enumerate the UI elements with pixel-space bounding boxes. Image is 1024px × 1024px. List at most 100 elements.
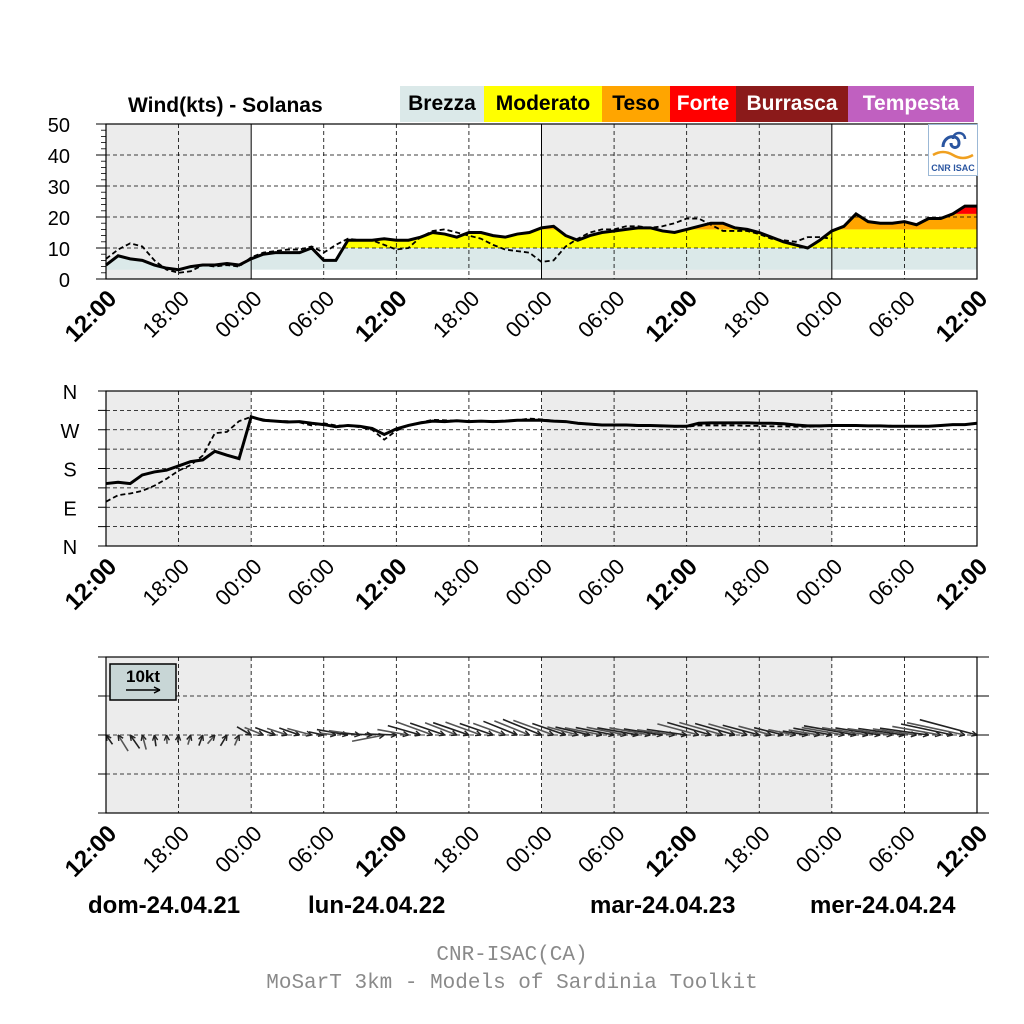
wind-vector-65 bbox=[847, 727, 893, 736]
wind-vector-head-17 bbox=[305, 730, 313, 737]
vec-xtick-label-0: 12:00 bbox=[60, 820, 123, 883]
speed-xtick-label-0: 12:00 bbox=[60, 285, 123, 348]
speed-xtick-label-8: 12:00 bbox=[640, 285, 703, 348]
wind-vector-23 bbox=[351, 734, 385, 743]
wind-vector-58 bbox=[782, 730, 808, 736]
wind-vector-14 bbox=[254, 726, 276, 736]
dir-xtick-label-10: 00:00 bbox=[791, 554, 848, 611]
wind-vector-72 bbox=[919, 718, 978, 736]
vec-xtick-label-2: 00:00 bbox=[210, 821, 267, 878]
wind-vector-head-1 bbox=[117, 734, 124, 742]
speed-xtick-label-5: 18:00 bbox=[428, 286, 485, 343]
wind-vector-head-72 bbox=[970, 730, 978, 737]
vec-xtick-label-5: 18:00 bbox=[428, 821, 485, 878]
wind-vector-18 bbox=[308, 731, 324, 736]
wind-vector-61 bbox=[801, 726, 845, 736]
day-label-2: lun-24.04.22 bbox=[308, 892, 446, 919]
wind-vector-56 bbox=[753, 726, 784, 736]
wind-vector-12 bbox=[236, 726, 252, 736]
chart-title: Wind(kts) - Solanas bbox=[128, 94, 323, 117]
vec-xtick-label-12: 12:00 bbox=[931, 820, 994, 883]
vector-key-arrowhead-icon bbox=[153, 686, 161, 694]
wind-vector-31 bbox=[445, 721, 482, 736]
dir-series-dashed bbox=[105, 415, 832, 503]
dir-xtick-label-12: 12:00 bbox=[931, 553, 994, 616]
day-label-4: mer-24.04.24 bbox=[810, 892, 956, 919]
legend-teso: Teso bbox=[602, 86, 670, 122]
dir-ytick-label-0: N bbox=[63, 537, 77, 559]
wind-vector-head-51 bbox=[716, 730, 724, 737]
wind-vector-head-28 bbox=[438, 730, 446, 737]
speed-xtick-label-12: 12:00 bbox=[931, 285, 994, 348]
wind-vector-46 bbox=[623, 728, 663, 736]
vec-xtick-label-3: 06:00 bbox=[283, 821, 340, 878]
vec-frame bbox=[105, 656, 978, 814]
wind-vector-head-25 bbox=[402, 730, 409, 738]
wind-vector-9 bbox=[206, 734, 216, 745]
speed-series-solid bbox=[105, 204, 977, 272]
wind-vector-head-4 bbox=[151, 734, 159, 741]
vec-xtick-label-9: 18:00 bbox=[718, 821, 775, 878]
wind-vector-52 bbox=[694, 722, 736, 736]
wind-vector-8 bbox=[198, 734, 204, 746]
legend-moderato: Moderato bbox=[484, 86, 602, 122]
speed-ytick-label-3: 30 bbox=[48, 177, 70, 199]
wind-vector-28 bbox=[409, 722, 445, 736]
dir-xtick-label-8: 12:00 bbox=[640, 553, 703, 616]
wind-vector-4 bbox=[153, 734, 157, 747]
dir-xtick-label-1: 18:00 bbox=[138, 554, 195, 611]
wind-vector-68 bbox=[879, 727, 929, 736]
wind-vector-10 bbox=[219, 734, 228, 747]
wind-vector-head-14 bbox=[269, 730, 276, 737]
dir-xtick-label-0: 12:00 bbox=[60, 553, 123, 616]
wind-vector-24 bbox=[364, 733, 397, 736]
dir-xtick-label-6: 00:00 bbox=[500, 554, 557, 611]
wind-vector-71 bbox=[906, 721, 966, 736]
wind-vector-head-53 bbox=[741, 730, 748, 737]
legend-burrasca: Burrasca bbox=[736, 86, 848, 122]
wind-vector-51 bbox=[679, 721, 724, 736]
speed-ytick-label-4: 40 bbox=[48, 146, 70, 168]
wind-vector-head-27 bbox=[426, 730, 434, 737]
wind-vector-44 bbox=[597, 726, 639, 736]
dir-xtick-label-4: 12:00 bbox=[350, 553, 413, 616]
wind-vector-47 bbox=[637, 728, 675, 736]
wind-vector-48 bbox=[646, 728, 687, 736]
wind-vector-13 bbox=[244, 726, 264, 736]
wind-vector-2 bbox=[129, 734, 141, 749]
footer-org: CNR-ISAC(CA) bbox=[436, 944, 588, 967]
wind-vector-54 bbox=[722, 724, 760, 736]
wind-vector-head-37 bbox=[547, 730, 555, 737]
dir-xtick-label-3: 06:00 bbox=[283, 554, 340, 611]
wind-vector-26 bbox=[387, 724, 421, 736]
wind-vector-59 bbox=[788, 729, 820, 736]
wind-vector-30 bbox=[432, 721, 470, 736]
wind-vector-head-26 bbox=[414, 730, 421, 737]
wind-vector-0 bbox=[105, 734, 114, 745]
dir-ytick-label-2: S bbox=[63, 460, 76, 482]
wind-vector-40 bbox=[555, 726, 591, 736]
speed-xtick-label-10: 00:00 bbox=[791, 286, 848, 343]
wind-vector-63 bbox=[821, 726, 869, 736]
wind-vector-head-49 bbox=[692, 730, 700, 737]
vector-key: 10kt bbox=[109, 663, 177, 701]
vec-xtick-label-4: 12:00 bbox=[350, 820, 413, 883]
dir-ytick-label-4: N bbox=[63, 382, 77, 404]
wind-vector-1 bbox=[117, 734, 129, 752]
wind-vector-head-34 bbox=[511, 730, 518, 737]
wind-vector-41 bbox=[564, 727, 603, 736]
speed-frame bbox=[105, 123, 978, 280]
legend-tempesta: Tempesta bbox=[848, 86, 974, 122]
wind-vector-49 bbox=[657, 723, 699, 736]
wind-vector-34 bbox=[483, 720, 518, 736]
speed-ytick-label-0: 0 bbox=[59, 270, 70, 292]
wind-vector-head-30 bbox=[462, 730, 470, 737]
wind-vector-head-5 bbox=[163, 734, 171, 741]
wind-vector-39 bbox=[547, 726, 578, 736]
wind-vector-62 bbox=[803, 725, 857, 736]
vector-key-label: 10kt bbox=[126, 667, 160, 686]
wind-vector-head-11 bbox=[234, 734, 241, 742]
dir-xtick-label-7: 06:00 bbox=[573, 554, 630, 611]
wind-vector-37 bbox=[513, 719, 554, 736]
wind-vector-29 bbox=[424, 722, 458, 736]
